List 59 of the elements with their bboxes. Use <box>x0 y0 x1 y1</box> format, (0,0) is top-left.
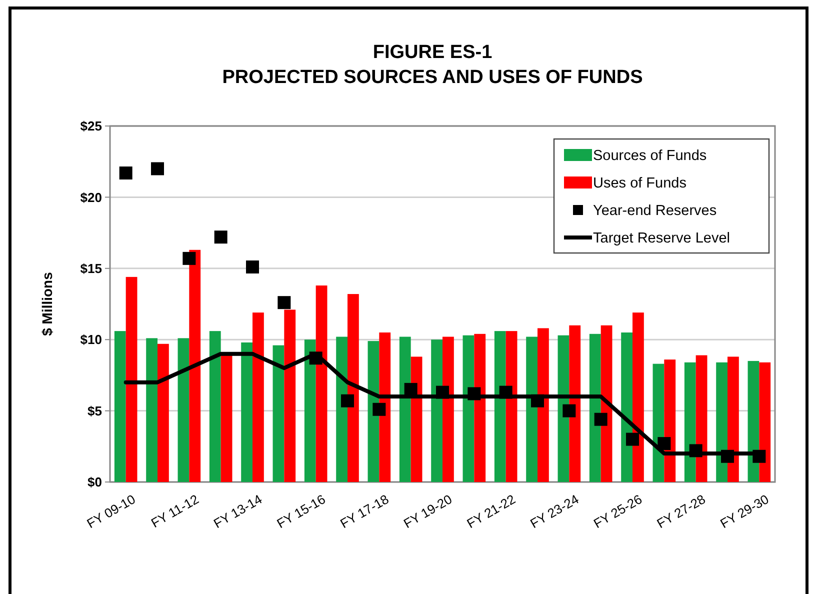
bar <box>379 332 391 482</box>
bar <box>348 294 359 482</box>
y-tick-label: $0 <box>88 474 102 490</box>
point <box>594 412 608 426</box>
bar <box>241 342 252 482</box>
bar <box>252 312 264 482</box>
bar <box>621 332 632 482</box>
bar <box>474 334 486 482</box>
bar <box>728 356 739 482</box>
point <box>626 432 639 446</box>
bar <box>538 328 549 482</box>
point <box>341 394 354 408</box>
bar <box>399 336 411 482</box>
chart-title: FIGURE ES-1 <box>372 42 493 63</box>
bar <box>506 331 518 482</box>
bar <box>284 310 296 482</box>
point <box>372 402 386 416</box>
y-tick-label: $20 <box>80 190 102 205</box>
bar <box>272 345 284 482</box>
legend-label: Uses of Funds <box>593 176 686 192</box>
point <box>278 296 291 310</box>
bar <box>716 362 728 482</box>
bar <box>431 340 442 482</box>
y-tick-label: $10 <box>80 332 102 348</box>
y-axis-title: $ Millions <box>39 272 55 336</box>
bar <box>336 336 348 482</box>
y-tick-label: $15 <box>80 260 102 276</box>
point <box>182 252 196 265</box>
bar <box>442 336 454 482</box>
bar <box>632 312 644 482</box>
point <box>119 166 132 180</box>
bar <box>684 362 696 482</box>
bar <box>494 331 506 482</box>
point <box>658 437 671 450</box>
bar <box>146 338 158 482</box>
bar <box>114 331 126 482</box>
bar <box>316 285 328 482</box>
y-tick-label: $25 <box>80 118 102 134</box>
bar <box>589 334 601 482</box>
legend-label: Target Reserve Level <box>593 230 730 247</box>
bar <box>158 344 169 482</box>
point <box>246 260 259 274</box>
legend-label: Sources of Funds <box>593 148 707 164</box>
bar <box>569 325 581 482</box>
point <box>214 230 228 244</box>
bar <box>664 360 676 482</box>
bar <box>209 331 221 482</box>
bar <box>304 340 316 482</box>
bar <box>126 276 138 482</box>
y-tick-label: $5 <box>88 403 102 418</box>
bar <box>462 335 474 482</box>
legend-label: Year-end Reserves <box>593 203 717 220</box>
bar <box>526 336 538 482</box>
point <box>562 404 576 418</box>
point <box>151 162 164 176</box>
bar <box>189 250 201 482</box>
bar <box>759 362 771 482</box>
bar <box>178 338 190 482</box>
chart-subtitle: PROJECTED SOURCES AND USES OF FUNDS <box>222 67 643 88</box>
